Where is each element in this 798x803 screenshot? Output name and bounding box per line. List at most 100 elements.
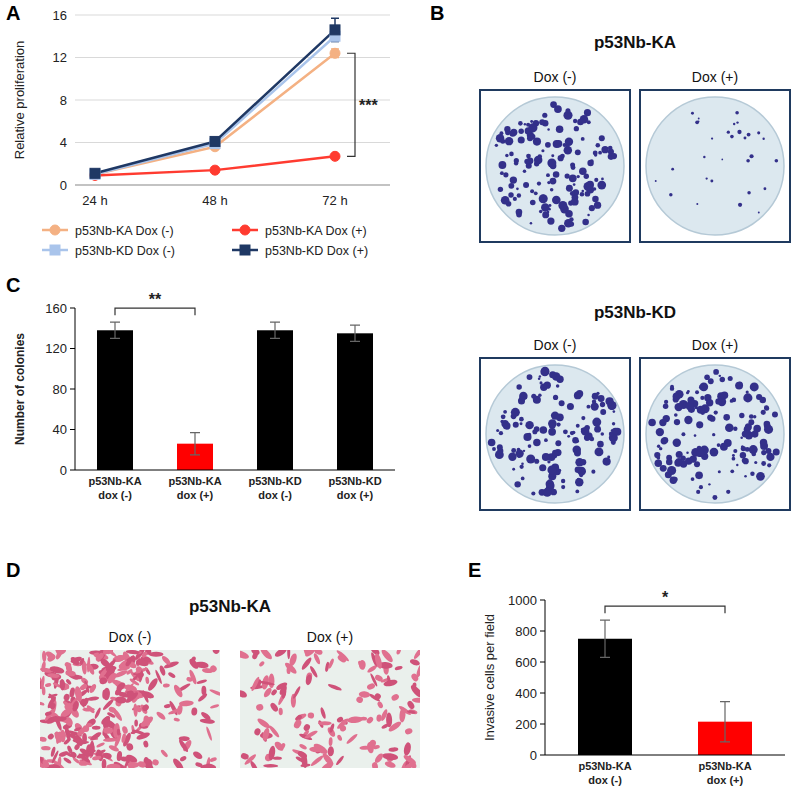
cell <box>191 707 198 716</box>
tick-label: 0 <box>60 178 67 193</box>
cell <box>82 733 87 743</box>
colony <box>582 219 589 226</box>
colony <box>567 435 570 438</box>
cell <box>318 721 332 725</box>
colony <box>498 187 503 192</box>
cell <box>71 700 80 712</box>
cell <box>394 665 403 671</box>
grid-line <box>75 185 390 186</box>
bar <box>257 330 293 470</box>
colony <box>597 181 606 190</box>
tick-label: 4 <box>60 135 67 150</box>
tick-label-line: dox (+) <box>177 489 214 501</box>
colony <box>558 225 565 232</box>
cell <box>47 673 60 679</box>
cell <box>172 684 184 699</box>
tick-mark <box>540 600 545 601</box>
colony <box>587 214 590 217</box>
colony <box>687 397 694 404</box>
series-line <box>95 36 335 174</box>
tick-label: 0 <box>60 463 67 478</box>
colony <box>696 421 703 428</box>
colony <box>504 126 510 132</box>
cell <box>108 744 120 753</box>
colony <box>664 400 668 404</box>
annotation: ** <box>149 291 162 308</box>
panel-letter: D <box>6 559 20 581</box>
cell <box>117 729 121 736</box>
colony <box>598 151 602 155</box>
colony <box>767 463 771 467</box>
colony <box>575 466 582 473</box>
cell <box>124 657 133 667</box>
colony <box>538 154 543 159</box>
error-bar <box>270 322 280 338</box>
cell <box>115 696 127 704</box>
colony <box>545 142 551 148</box>
colony <box>746 159 750 163</box>
colony <box>709 416 715 422</box>
cell <box>51 750 60 764</box>
colony <box>699 382 708 391</box>
colony <box>695 390 699 394</box>
cell <box>173 717 180 722</box>
cell <box>300 763 310 767</box>
cell <box>319 707 326 720</box>
colony <box>501 414 506 419</box>
colony <box>576 175 579 178</box>
colony <box>521 462 524 465</box>
colony <box>758 212 760 214</box>
cell <box>384 760 396 768</box>
colony <box>575 489 579 493</box>
y-axis <box>75 308 76 470</box>
colony <box>753 415 756 418</box>
cell <box>195 661 209 669</box>
colony <box>543 488 552 497</box>
cell <box>134 720 138 727</box>
colony <box>530 200 536 206</box>
panel-letter: A <box>6 2 20 24</box>
cell <box>49 702 57 710</box>
colony <box>708 483 710 485</box>
colony <box>764 425 773 434</box>
colony <box>592 393 599 400</box>
cell <box>327 746 334 756</box>
cell <box>404 727 413 735</box>
tick-label-line: dox (+) <box>337 489 374 501</box>
colony <box>537 181 541 185</box>
plot-area <box>90 18 340 180</box>
colony <box>516 188 519 191</box>
colony <box>656 428 664 436</box>
micrograph <box>40 650 220 768</box>
colony <box>594 178 598 182</box>
colony <box>691 112 694 115</box>
cell <box>63 693 71 701</box>
colony <box>508 453 516 461</box>
cell <box>211 650 220 655</box>
colony <box>497 444 503 450</box>
colony <box>525 421 533 429</box>
image-label: Dox (-) <box>534 337 577 353</box>
colony <box>569 221 574 226</box>
legend-label: p53Nb-KA Dox (+) <box>265 224 367 238</box>
error-bar <box>350 325 360 341</box>
colony <box>531 394 536 399</box>
tick-mark <box>540 724 545 725</box>
colony <box>678 392 682 396</box>
colony <box>500 420 503 423</box>
colony <box>601 146 608 153</box>
colony <box>510 129 517 136</box>
colony <box>576 424 580 428</box>
cell <box>48 693 57 702</box>
colony <box>587 160 593 166</box>
cell <box>155 710 167 721</box>
plate <box>486 365 624 503</box>
tick-label: p53Nb-KDdox (-) <box>248 475 301 501</box>
colony <box>546 480 554 488</box>
tick-label: 120 <box>45 341 67 356</box>
cell <box>126 690 134 700</box>
colony <box>531 491 535 495</box>
colony <box>750 471 754 475</box>
colony <box>519 392 528 401</box>
tick-label: 200 <box>515 717 537 732</box>
